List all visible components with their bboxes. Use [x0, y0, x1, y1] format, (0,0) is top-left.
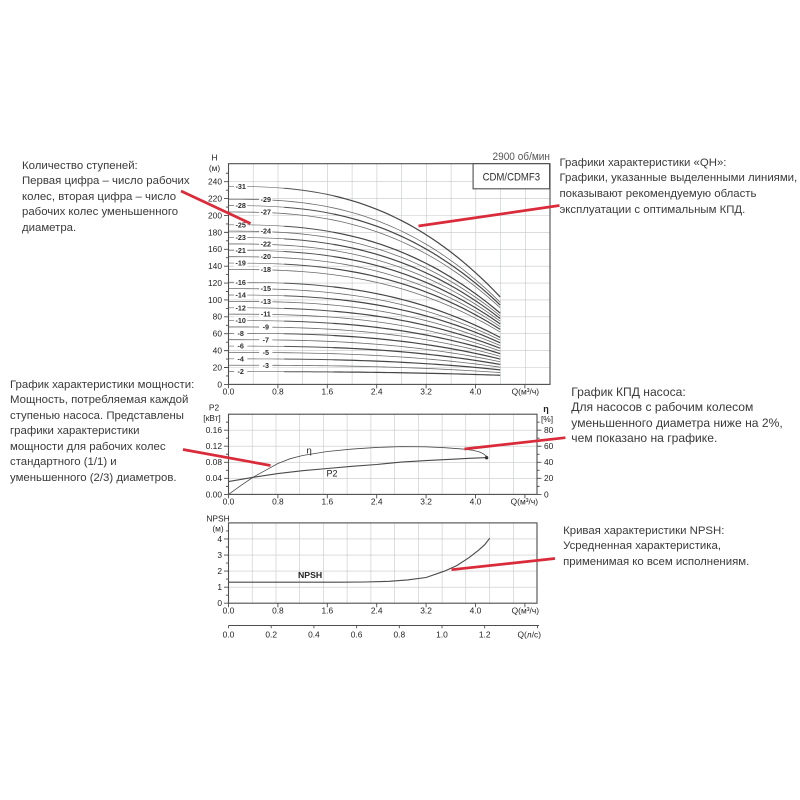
svg-text:160: 160 [208, 244, 222, 254]
svg-text:P2: P2 [327, 469, 338, 479]
svg-text:-31: -31 [236, 182, 246, 191]
svg-text:40: 40 [213, 346, 223, 356]
svg-text:0.08: 0.08 [206, 457, 223, 467]
svg-text:2900 об/мин: 2900 об/мин [493, 151, 551, 163]
svg-text:NPSH: NPSH [298, 570, 322, 580]
svg-text:NPSH: NPSH [206, 514, 229, 524]
svg-text:-9: -9 [263, 323, 269, 332]
svg-text:[кВт]: [кВт] [203, 413, 220, 423]
svg-text:120: 120 [208, 278, 222, 288]
svg-text:20: 20 [544, 473, 554, 483]
svg-text:-28: -28 [236, 201, 246, 210]
svg-text:60: 60 [544, 441, 554, 451]
svg-text:-13: -13 [261, 297, 271, 306]
svg-text:-5: -5 [263, 348, 269, 357]
svg-text:100: 100 [208, 295, 222, 305]
svg-text:-25: -25 [236, 220, 246, 229]
svg-text:-11: -11 [261, 310, 271, 319]
svg-text:1.2: 1.2 [479, 630, 491, 640]
svg-text:140: 140 [208, 261, 222, 271]
svg-text:-18: -18 [261, 265, 271, 274]
svg-text:2: 2 [217, 566, 222, 576]
svg-text:-21: -21 [236, 246, 246, 255]
svg-text:1.6: 1.6 [321, 387, 333, 397]
svg-text:[%]: [%] [541, 414, 553, 424]
svg-text:20: 20 [213, 362, 223, 372]
svg-text:0.0: 0.0 [223, 605, 235, 615]
svg-text:η: η [307, 445, 312, 456]
svg-text:3.2: 3.2 [420, 387, 432, 397]
svg-text:3.2: 3.2 [420, 497, 432, 507]
svg-text:2.4: 2.4 [371, 605, 383, 615]
svg-text:H: H [211, 153, 217, 163]
svg-text:-15: -15 [261, 284, 271, 293]
svg-text:P2: P2 [209, 403, 220, 413]
svg-text:-16: -16 [236, 278, 246, 287]
svg-text:40: 40 [544, 457, 554, 467]
svg-text:0.2: 0.2 [265, 630, 277, 640]
svg-text:-29: -29 [261, 195, 271, 204]
svg-text:Q(м³/ч): Q(м³/ч) [512, 387, 540, 397]
svg-text:3: 3 [217, 550, 222, 560]
svg-text:2.4: 2.4 [371, 497, 383, 507]
svg-text:-14: -14 [236, 291, 246, 300]
svg-text:80: 80 [544, 425, 554, 435]
svg-text:4: 4 [217, 534, 222, 544]
svg-text:η: η [543, 404, 549, 414]
svg-text:1.0: 1.0 [436, 630, 448, 640]
svg-text:-7: -7 [263, 335, 269, 344]
svg-text:80: 80 [213, 312, 223, 322]
svg-text:180: 180 [208, 227, 222, 237]
svg-text:(м): (м) [212, 524, 224, 534]
svg-text:0.8: 0.8 [272, 387, 284, 397]
svg-text:0: 0 [217, 598, 222, 608]
svg-text:-20: -20 [261, 252, 271, 261]
svg-text:200: 200 [208, 210, 222, 220]
svg-text:0.6: 0.6 [351, 630, 363, 640]
svg-text:-23: -23 [236, 233, 246, 242]
svg-text:-4: -4 [237, 354, 243, 363]
svg-text:Q(м³/ч): Q(м³/ч) [512, 605, 540, 615]
svg-text:3.2: 3.2 [420, 605, 432, 615]
svg-text:-3: -3 [263, 361, 269, 370]
svg-text:240: 240 [208, 177, 222, 187]
svg-text:0: 0 [544, 489, 549, 499]
svg-text:1.6: 1.6 [321, 605, 333, 615]
svg-text:-12: -12 [236, 303, 246, 312]
svg-text:-19: -19 [236, 259, 246, 268]
svg-text:-6: -6 [237, 342, 243, 351]
svg-text:220: 220 [208, 194, 222, 204]
svg-text:-27: -27 [261, 208, 271, 217]
svg-text:CDM/CDMF3: CDM/CDMF3 [483, 172, 540, 184]
svg-text:0.8: 0.8 [393, 630, 405, 640]
svg-text:(м): (м) [209, 163, 221, 173]
svg-text:0.8: 0.8 [272, 605, 284, 615]
svg-text:0.16: 0.16 [206, 425, 223, 435]
svg-text:0.0: 0.0 [223, 630, 235, 640]
svg-text:60: 60 [213, 329, 223, 339]
svg-text:1.6: 1.6 [321, 497, 333, 507]
svg-text:2.4: 2.4 [371, 387, 383, 397]
svg-text:-8: -8 [237, 329, 243, 338]
svg-text:4.0: 4.0 [470, 387, 482, 397]
svg-text:0.0: 0.0 [223, 497, 235, 507]
svg-text:0.8: 0.8 [272, 497, 284, 507]
svg-text:0.4: 0.4 [308, 630, 320, 640]
svg-text:-22: -22 [261, 240, 271, 249]
svg-text:0.0: 0.0 [223, 387, 235, 397]
svg-text:0: 0 [217, 379, 222, 389]
svg-text:-10: -10 [236, 316, 246, 325]
svg-text:Q(л/с): Q(л/с) [518, 630, 542, 640]
svg-text:4.0: 4.0 [470, 605, 482, 615]
svg-text:-24: -24 [261, 227, 271, 236]
svg-text:0.12: 0.12 [206, 441, 223, 451]
svg-text:4.0: 4.0 [470, 497, 482, 507]
svg-text:1: 1 [217, 582, 222, 592]
svg-text:-2: -2 [237, 367, 243, 376]
svg-text:Q(м³/ч): Q(м³/ч) [511, 497, 539, 507]
svg-text:0.04: 0.04 [206, 473, 223, 483]
svg-text:0.00: 0.00 [206, 489, 223, 499]
